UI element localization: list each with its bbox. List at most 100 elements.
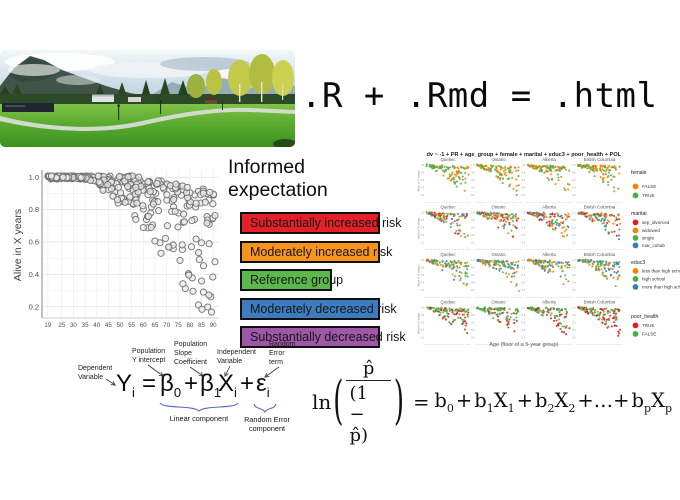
svg-text:0.4: 0.4 — [572, 233, 576, 237]
informed-expectation-legend: Informed expectation Substantially incre… — [228, 156, 406, 355]
svg-text:0.8: 0.8 — [421, 171, 425, 175]
risk-box: Moderately increased risk — [240, 240, 392, 263]
svg-text:0.4: 0.4 — [421, 233, 425, 237]
equals-sign: = — [413, 390, 430, 414]
svg-text:less than high school: less than high school — [642, 269, 680, 274]
svg-text:0.8: 0.8 — [572, 171, 576, 175]
linear-equation-terms: Yi = β0 + β1 Xi + εi — [60, 370, 310, 404]
facet-points — [425, 210, 469, 239]
svg-text:35: 35 — [82, 322, 89, 329]
svg-text:40: 40 — [93, 322, 100, 329]
svg-text:0.2: 0.2 — [29, 302, 39, 311]
informed-expectation-title: Informed expectation — [228, 156, 328, 201]
svg-text:50: 50 — [117, 322, 124, 329]
facet-points — [475, 306, 520, 333]
svg-text:0.2: 0.2 — [421, 288, 425, 292]
logistic-regression-equation: ln ( p̂ (1 − p̂) ) = b0 + b1X1 + b2X2 +…+ bpXp — [312, 358, 672, 446]
svg-text:0.2: 0.2 — [572, 193, 576, 197]
facet-column-title: Quebec — [440, 157, 456, 162]
svg-text:0.8: 0.8 — [29, 205, 39, 214]
equation-term: β0 — [160, 370, 182, 400]
svg-text:0.4: 0.4 — [522, 328, 526, 332]
svg-text:85: 85 — [198, 322, 205, 329]
svg-text:1.0: 1.0 — [522, 306, 526, 310]
svg-text:0.4: 0.4 — [421, 328, 425, 332]
facet-points — [526, 163, 571, 192]
svg-text:1.0: 1.0 — [572, 163, 576, 167]
svg-text:0.8: 0.8 — [421, 266, 425, 270]
svg-text:0.4: 0.4 — [522, 280, 526, 284]
facet-column-title: Alberta — [542, 300, 556, 305]
svg-text:widowed: widowed — [642, 228, 660, 233]
svg-text:0.4: 0.4 — [572, 185, 576, 189]
svg-text:0.2: 0.2 — [471, 288, 475, 292]
logistic-term: + — [455, 389, 473, 413]
annotation-independent-variable: Independent Variable — [217, 349, 256, 365]
annotation-population-y-intercept: Population Y intercept — [132, 348, 166, 364]
equation-term: β1 — [200, 370, 222, 400]
logistic-term: + — [516, 389, 533, 413]
svg-text:0.6: 0.6 — [471, 273, 475, 277]
svg-text:sep_divorced: sep_divorced — [642, 220, 670, 225]
facet-points — [425, 258, 470, 287]
svg-text:0.6: 0.6 — [421, 178, 425, 182]
svg-text:0.2: 0.2 — [471, 335, 475, 339]
svg-text:single: single — [642, 236, 654, 241]
facet-points — [475, 163, 520, 196]
svg-text:19: 19 — [44, 322, 51, 329]
svg-text:0.6: 0.6 — [522, 178, 526, 182]
one-minus-p-hat-denominator: (1 − p̂) — [346, 380, 391, 446]
svg-text:0.6: 0.6 — [572, 178, 576, 182]
svg-text:80: 80 — [186, 322, 193, 329]
svg-text:0.6: 0.6 — [572, 273, 576, 277]
svg-text:marital: marital — [631, 211, 647, 217]
facet-column-title: Alberta — [542, 205, 556, 210]
svg-text:0.4: 0.4 — [29, 270, 39, 279]
svg-text:0.2: 0.2 — [421, 335, 425, 339]
svg-text:0.8: 0.8 — [522, 266, 526, 270]
svg-text:educ3: educ3 — [631, 260, 645, 266]
facet-points — [526, 258, 571, 286]
svg-text:0.8: 0.8 — [471, 171, 475, 175]
svg-text:1.0: 1.0 — [522, 163, 526, 167]
svg-text:0.8: 0.8 — [522, 313, 526, 317]
svg-text:55: 55 — [128, 322, 135, 329]
logistic-term: bp — [631, 389, 652, 415]
facet-x-axis-label: Age (floor of a 5-year group) — [489, 342, 558, 348]
svg-text:0.6: 0.6 — [471, 178, 475, 182]
risk-box: Substantially increased risk — [240, 212, 401, 234]
svg-text:0.6: 0.6 — [421, 321, 425, 325]
facet-column-title: Quebec — [440, 252, 456, 257]
svg-text:Alive in X years: Alive in X years — [417, 312, 421, 334]
random-error-component-label: Random Error component — [244, 415, 290, 433]
facet-row-female: Alive in X years Quebec 1.0 0.8 0.6 0.4 0.2 Ont… — [417, 157, 623, 203]
svg-text:75: 75 — [175, 322, 182, 329]
linear-regression-equation: Dependent Variable Population Y intercep… — [60, 340, 310, 458]
svg-text:1.0: 1.0 — [29, 173, 39, 182]
svg-text:0.6: 0.6 — [522, 273, 526, 277]
svg-text:mar_cohab: mar_cohab — [642, 243, 665, 248]
facet-row-poor_health: Alive in X years Quebec 1.0 0.8 0.6 0.4 0.2 Ont… — [417, 300, 623, 345]
logistic-term: Xp — [651, 389, 672, 415]
svg-text:0.6: 0.6 — [421, 273, 425, 277]
facet-column-title: Alberta — [542, 157, 556, 162]
equation-term: + — [240, 370, 255, 397]
svg-text:1.0: 1.0 — [572, 258, 576, 262]
facet-points — [577, 258, 621, 288]
regression-facet-chart: dv ~ -1 + PR + age_group + female + mari… — [415, 148, 680, 353]
svg-text:30: 30 — [70, 322, 77, 329]
park-panorama-photo — [0, 50, 295, 147]
svg-text:1.0: 1.0 — [421, 306, 425, 310]
linear-component-label: Linear component — [169, 414, 229, 423]
risk-box-label: Substantially increased risk — [250, 216, 402, 230]
facet-points — [426, 306, 470, 335]
annotation-random-error-term: Random Error term — [269, 341, 296, 366]
svg-text:0.6: 0.6 — [471, 321, 475, 325]
equation-term: Yi — [116, 370, 135, 400]
svg-text:0.2: 0.2 — [522, 240, 526, 244]
svg-text:0.4: 0.4 — [421, 185, 425, 189]
axis-tick-labels: 1.0 0.8 0.6 0.4 0.2 19 25 30 35 40 45 50 55 60 65 70 75 8… — [29, 173, 218, 329]
svg-text:0.8: 0.8 — [522, 171, 526, 175]
svg-text:65: 65 — [152, 322, 159, 329]
